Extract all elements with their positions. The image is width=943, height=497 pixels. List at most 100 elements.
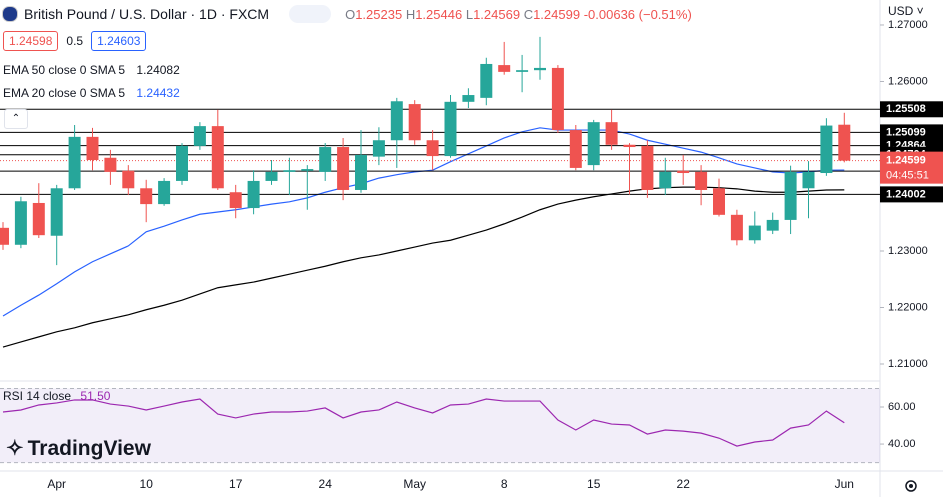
candle-body [211,126,224,189]
x-tick-label: 22 [677,477,691,491]
candle-body [766,219,779,231]
header-bar: British Pound / U.S. Dollar · 1D · FXCM … [2,5,698,23]
x-tick-label: 17 [229,477,243,491]
candle-body [337,147,350,190]
candle-body [372,140,385,157]
ohlc-label: L [465,6,474,22]
candle-body [0,227,9,245]
buy-button[interactable]: 1.24603 [91,31,147,51]
current-price-label: 1.24599 [886,155,926,167]
x-tick-label: 10 [140,477,154,491]
collapse-legend-button[interactable]: ⌃ [4,109,28,129]
ohlc-value: 1.25235 [355,6,403,22]
watermark-text: TradingView [27,436,151,460]
logo-mark: ✧ [6,437,24,460]
level-label: 1.24002 [886,188,926,200]
indicator-legend: EMA 20 close 0 SMA 5 1.24432 [3,86,180,100]
level-label-box [880,186,943,203]
y-tick-label: 60.00 [888,401,916,413]
plot: 1.21000 1.22000 1.23000 1.26000 1.27000 Apr 10… [0,19,943,491]
x-tick-label: 15 [587,477,601,491]
indicator-value: 1.24432 [136,86,180,100]
candle-body [820,125,833,174]
candle-body [390,101,403,141]
candle-body [462,95,475,102]
currency-label: USD [888,4,914,18]
candle-body [641,145,654,190]
candle-body [784,171,797,220]
moving-average-line [2,127,845,317]
candle-body [838,124,851,161]
watermark: ✧ TradingView [6,436,151,461]
rsi-legend: RSI 14 close 51.50 [3,389,110,403]
candle-body [32,202,45,236]
candle-body [140,188,153,205]
candle-body [319,147,332,172]
candle-body [14,201,27,245]
candle-body [247,180,260,209]
level-label-box [880,101,943,118]
indicator-value: 51.50 [80,389,111,403]
candle-body [569,130,582,168]
candle-body [498,65,511,72]
ohlc-label: H [405,6,416,22]
candle-body [480,63,493,98]
visibility-toggle[interactable] [289,5,332,23]
candle-body [283,170,296,172]
candle-body [176,145,188,181]
sell-button[interactable]: 1.24598 [3,31,59,51]
ohlc-legend: O1.25235 H1.25446 L1.24569 C1.24599 -0.0… [345,7,692,22]
indicator-name[interactable]: EMA 50 close 0 SMA 5 [3,63,126,77]
countdown-label: 04:45:51 [886,170,929,182]
spread: 0.5 [66,34,84,48]
y-tick-label: 1.23000 [888,245,928,257]
x-tick-label: 8 [501,477,508,491]
x-tick-label: Jun [835,477,854,491]
candle-body [355,154,367,190]
ohlc-label: C [523,6,534,22]
indicator-name[interactable]: EMA 20 close 0 SMA 5 [3,86,126,100]
x-tick-label: Apr [47,477,66,491]
candle-body [659,171,672,189]
x-tick-label: 24 [319,477,333,491]
candle-body [229,192,242,209]
indicator-legend: EMA 50 close 0 SMA 5 1.24082 [3,63,180,77]
change-value: -0.00636 [583,6,636,22]
current-price-box [880,151,943,184]
y-tick-label: 1.22000 [888,301,928,313]
settings-icon[interactable] [905,480,917,492]
rsi-line [2,398,845,447]
change-percent: (−0.51%) [638,6,692,22]
y-tick-label: 1.21000 [888,358,928,370]
candle-body [748,225,761,241]
indicator-value: 1.24082 [136,63,180,77]
level-label: 1.25099 [886,126,926,138]
symbol-title[interactable]: British Pound / U.S. Dollar · 1D · FXCM [24,6,270,22]
candle-body [265,171,278,181]
indicator-name[interactable]: RSI 14 close [3,389,72,403]
candle-body [802,171,815,189]
level-label: 1.25508 [886,103,926,115]
candle-body [86,136,99,161]
candle-body [623,144,636,148]
y-tick-label: 40.00 [888,438,916,450]
trade-buttons: 1.24598 0.5 1.24603 [3,31,147,51]
rsi-band [0,388,880,463]
candle-body [516,70,529,72]
ohlc-value: 1.24569 [473,6,521,22]
y-tick-label: 1.27000 [888,19,928,31]
candle-body [551,67,564,131]
y-tick-label: 1.26000 [888,75,928,87]
candle-body [534,67,546,71]
ohlc-value: 1.24599 [533,6,581,22]
candle-body [104,157,117,172]
currency-selector[interactable]: USD ˅ [888,4,924,18]
ohlc-value: 1.25446 [415,6,463,22]
settings-icon-core [909,484,913,488]
candle-body [677,170,690,174]
candle-body [50,188,63,236]
candle-body [444,101,457,157]
ohlc-label: O [345,6,356,22]
x-tick-label: May [403,477,426,491]
